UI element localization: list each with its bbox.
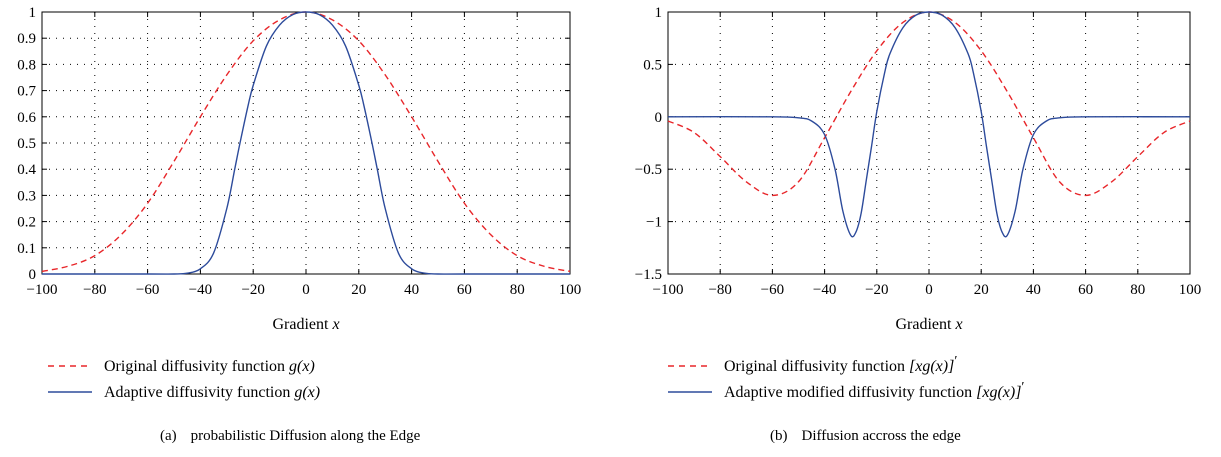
axis-ticks: −100 −80 −60 −40 −20 0 20 40 60 80 100 −1.5 −1 −0.5 0 0…	[635, 5, 1201, 298]
series-line-original	[41, 11, 571, 273]
x-tick-label: −60	[761, 282, 784, 298]
y-tick-label: 0.6	[17, 110, 36, 126]
x-tick-label: −100	[27, 282, 58, 298]
panel-caption: (b) Diffusion accross the edge	[770, 428, 961, 444]
y-tick-label: 0.1	[17, 241, 36, 257]
y-tick-label: 0.3	[17, 188, 36, 204]
y-tick-label: 0.5	[643, 57, 662, 73]
x-tick-label: −20	[865, 282, 888, 298]
legend-label: Original diffusivity function g(x)	[104, 358, 315, 375]
y-tick-label: −1	[646, 215, 662, 231]
legend: Original diffusivity function g(x) Adapti…	[48, 358, 320, 401]
x-tick-label: 40	[404, 282, 419, 298]
axis-ticks: −100 −80 −60 −40 −20 0 20 40 60 80 100 0 0.1 0.2 0.3 0.…	[17, 5, 581, 298]
legend-label: Original diffusivity function [xg(x)]′	[724, 354, 957, 375]
legend-label: Adaptive modified diffusivity function […	[724, 380, 1024, 401]
x-tick-label: −80	[708, 282, 731, 298]
x-axis-label: Gradient x	[272, 316, 339, 333]
x-axis-label: Gradient x	[895, 316, 962, 333]
panel-caption: (a) probabilistic Diffusion along the Edg…	[160, 428, 421, 444]
x-tick-label: 0	[925, 282, 933, 298]
x-tick-label: −60	[136, 282, 159, 298]
legend-label: Adaptive diffusivity function g(x)	[104, 384, 320, 401]
x-tick-label: 20	[351, 282, 366, 298]
y-tick-label: 0	[29, 267, 37, 283]
y-tick-label: −1.5	[635, 267, 662, 283]
x-tick-label: −40	[813, 282, 836, 298]
x-tick-label: −100	[653, 282, 684, 298]
series-line-adaptive	[41, 11, 570, 275]
x-tick-label: 80	[510, 282, 525, 298]
x-tick-label: 0	[302, 282, 310, 298]
series-lines	[41, 11, 571, 275]
series-lines	[667, 11, 1191, 238]
y-tick-label: 0.7	[17, 84, 36, 100]
y-tick-label: 0.9	[17, 31, 36, 47]
series-line-adaptive	[667, 11, 1191, 238]
chart-panel-b: −100 −80 −60 −40 −20 0 20 40 60 80 100 −1.5 −1 −0.5 0 0…	[635, 5, 1201, 444]
y-tick-label: 0	[655, 110, 663, 126]
legend: Original diffusivity function [xg(x)]′ Ad…	[668, 354, 1024, 401]
y-tick-label: 1	[655, 5, 663, 21]
x-tick-label: 100	[1179, 282, 1202, 298]
chart-panel-a: −100 −80 −60 −40 −20 0 20 40 60 80 100 0 0.1 0.2 0.3 0.…	[17, 5, 581, 444]
x-tick-label: −80	[83, 282, 106, 298]
y-tick-label: −0.5	[635, 162, 662, 178]
grid-lines	[668, 12, 1190, 274]
x-tick-label: 80	[1130, 282, 1145, 298]
y-tick-label: 0.5	[17, 136, 36, 152]
x-tick-label: 60	[1078, 282, 1093, 298]
y-tick-label: 0.2	[17, 215, 36, 231]
y-tick-label: 1	[29, 5, 37, 21]
x-tick-label: 40	[1026, 282, 1041, 298]
y-tick-label: 0.8	[17, 57, 36, 73]
y-tick-label: 0.4	[17, 162, 36, 178]
x-tick-label: 60	[457, 282, 472, 298]
x-tick-label: −20	[241, 282, 264, 298]
x-tick-label: 100	[559, 282, 582, 298]
x-tick-label: −40	[189, 282, 212, 298]
x-tick-label: 20	[974, 282, 989, 298]
plot-frame	[667, 11, 1191, 275]
